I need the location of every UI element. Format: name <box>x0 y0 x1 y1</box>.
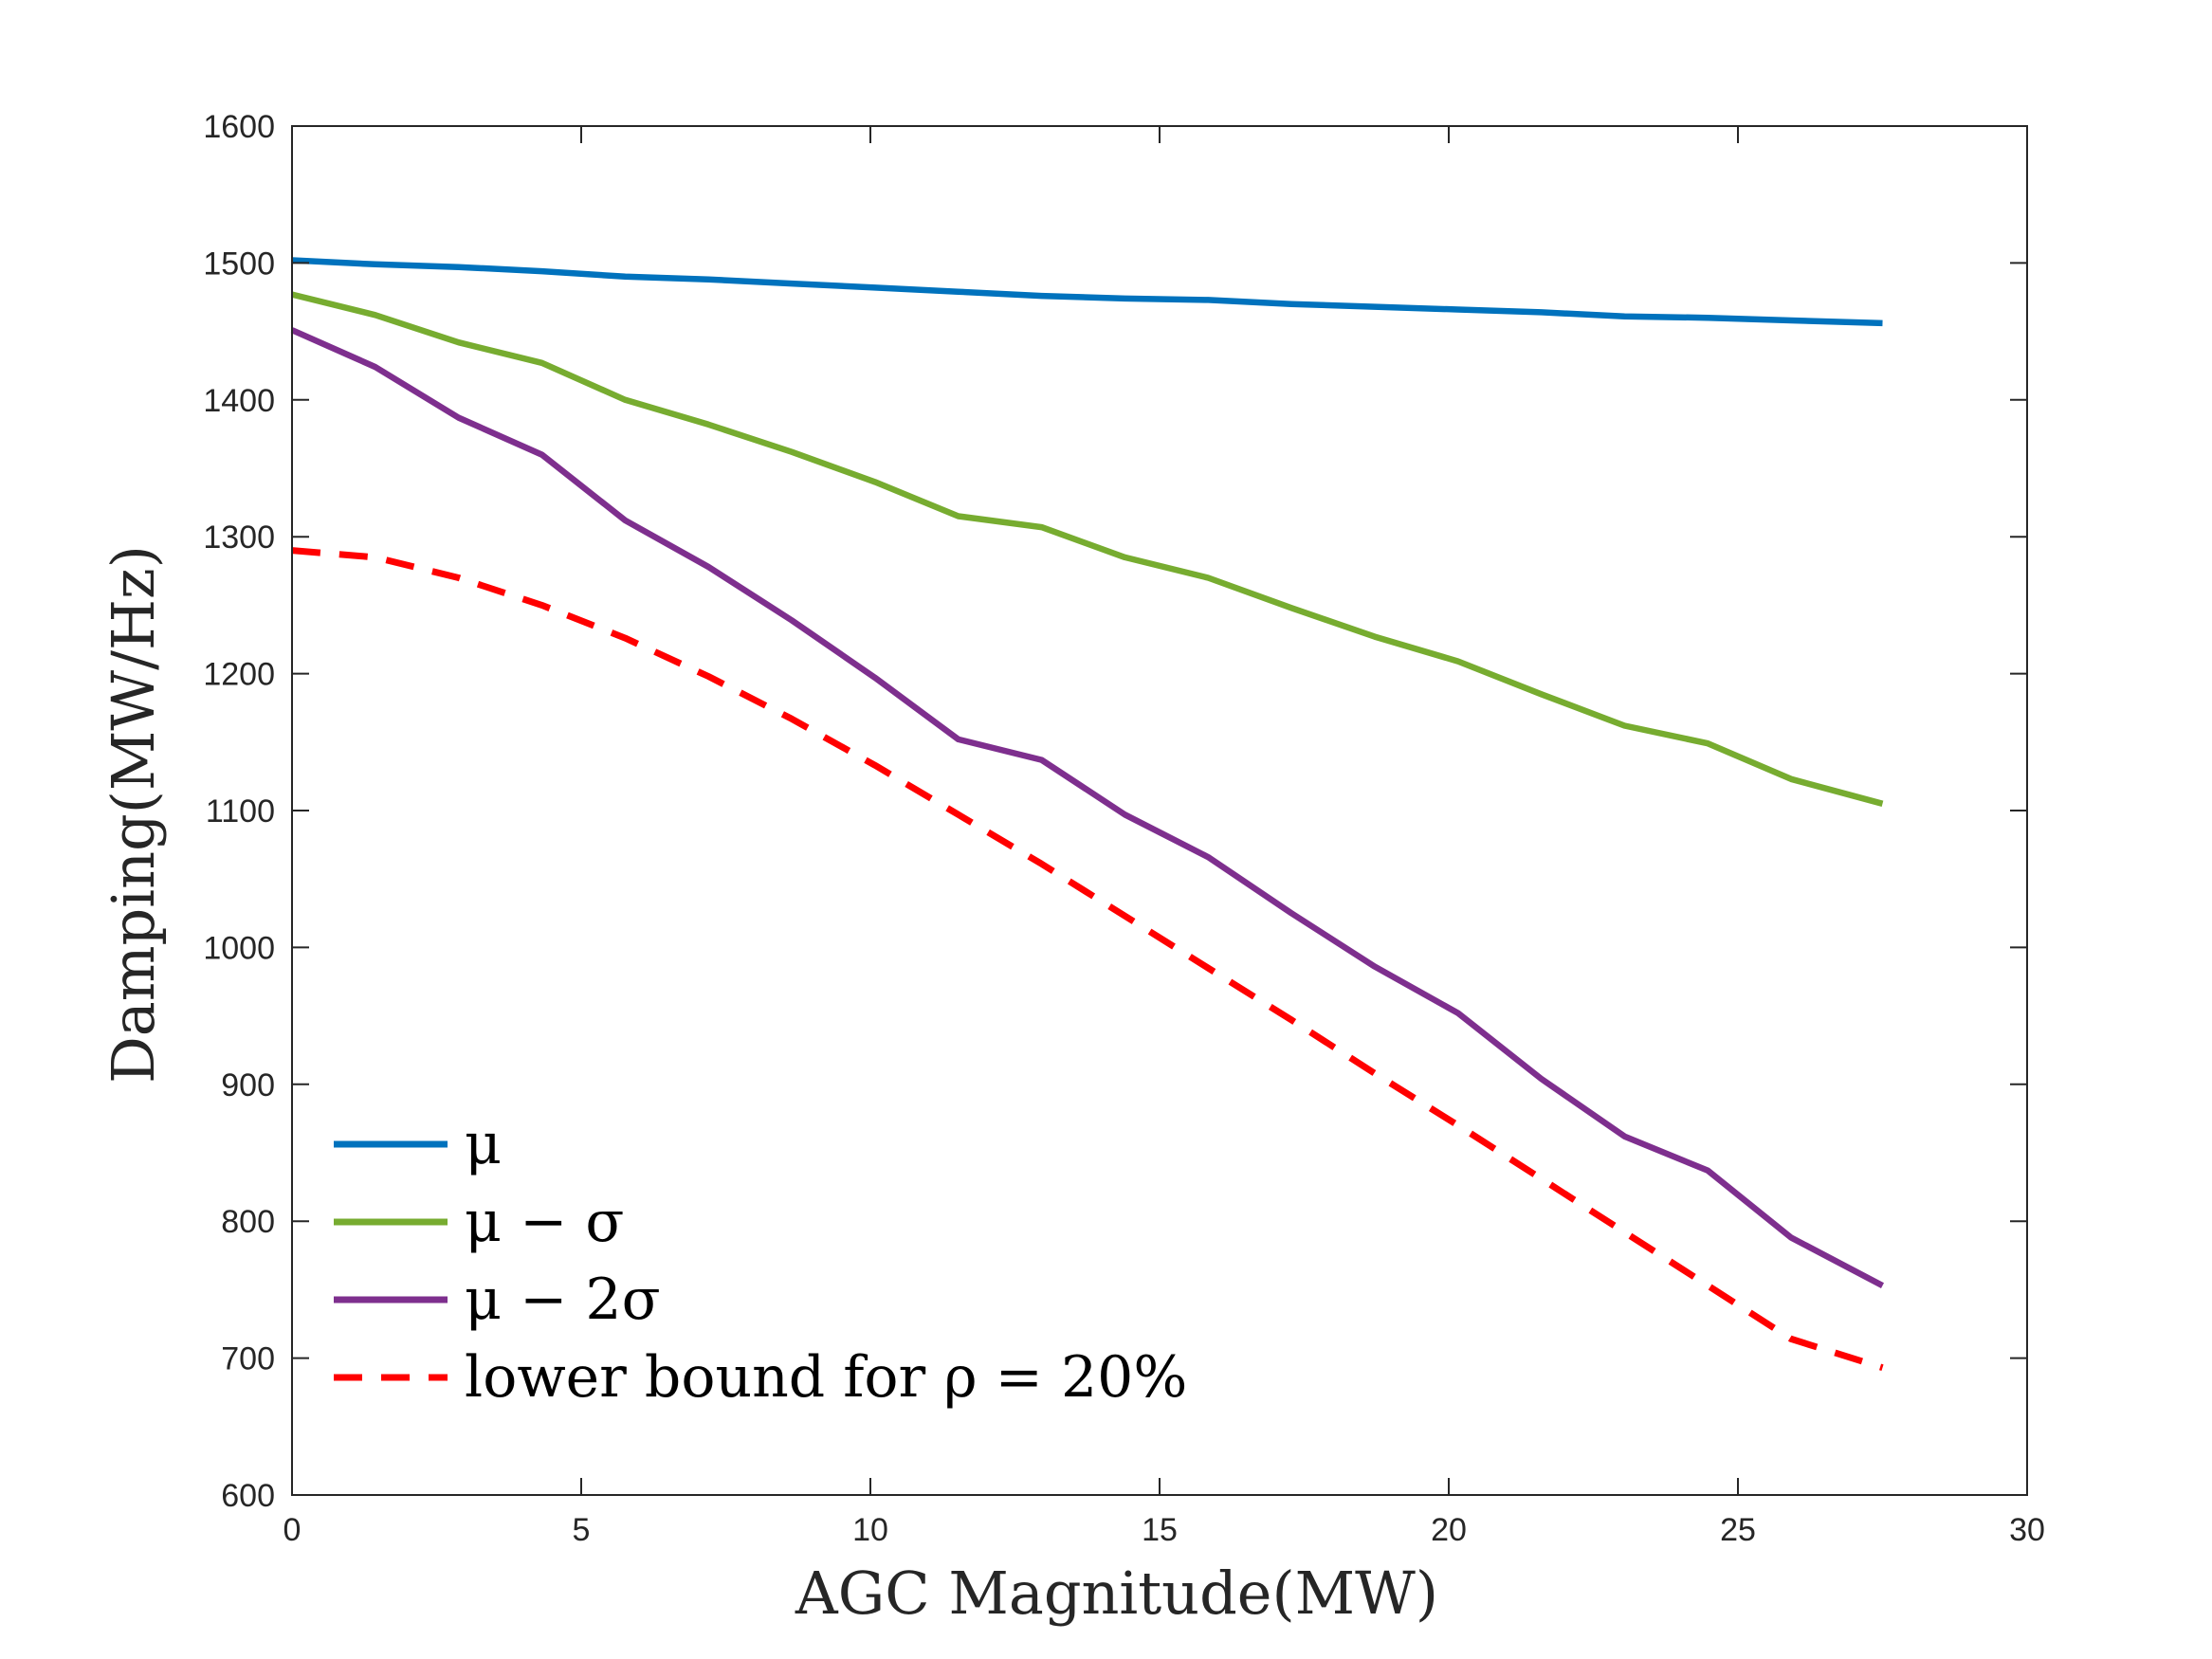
x-tick-label: 20 <box>1431 1512 1467 1548</box>
legend-label-1: μ − σ <box>465 1189 624 1255</box>
ticks-layer: 0 5 10 15 20 25 30 600 700 800 900 1000 1100 1200 1300… <box>203 109 2045 1548</box>
y-tick-label: 600 <box>221 1478 275 1514</box>
y-tick-label: 1100 <box>206 793 275 830</box>
x-tick-label: 5 <box>573 1512 591 1548</box>
x-axis-title: AGC Magnitude(MW) <box>795 1559 1438 1628</box>
x-tick-label: 30 <box>2009 1512 2045 1548</box>
y-tick-label: 800 <box>221 1204 275 1240</box>
y-tick-label: 1400 <box>203 383 275 419</box>
series-layer <box>290 257 1885 1372</box>
x-tick-label: 15 <box>1142 1512 1178 1548</box>
x-tick-label: 0 <box>283 1512 302 1548</box>
y-tick-label: 700 <box>221 1341 275 1377</box>
x-tick-label: 25 <box>1720 1512 1756 1548</box>
series-line-3 <box>291 547 1884 1372</box>
legend-label-0: μ <box>465 1111 502 1177</box>
series-line-0 <box>291 257 1883 327</box>
y-tick-label: 1500 <box>203 246 275 282</box>
y-tick-label: 900 <box>221 1067 275 1103</box>
y-tick-label: 1000 <box>203 930 275 966</box>
series-line-1 <box>291 291 1884 807</box>
y-tick-label: 1600 <box>203 109 275 145</box>
legend: μ μ − σ μ − 2σ lower bound for ρ = 20% <box>334 1111 1187 1411</box>
legend-label-3: lower bound for ρ = 20% <box>465 1344 1187 1411</box>
y-tick-label: 1200 <box>203 657 275 693</box>
x-tick-label: 10 <box>852 1512 888 1548</box>
y-tick-label: 1300 <box>203 520 275 556</box>
y-axis-title: Damping(MW/Hz) <box>99 545 168 1084</box>
series-line-2 <box>290 327 1885 1288</box>
legend-label-2: μ − 2σ <box>465 1267 661 1333</box>
